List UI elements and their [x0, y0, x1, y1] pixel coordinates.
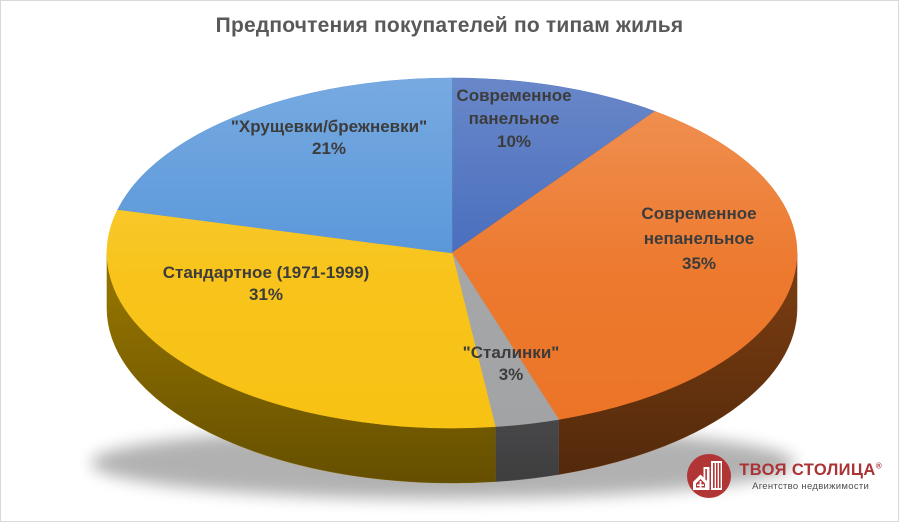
slice-label-sovremennoe-panelnoe: Современное панельное 10%: [434, 84, 594, 153]
slice-label-percent: 3%: [498, 365, 524, 384]
slice-label-hruschevki: "Хрущевки/брежневки" 21%: [196, 116, 462, 160]
slice-label-percent: 10%: [496, 132, 532, 151]
pie-slice-side-shade-2: [495, 419, 559, 482]
buildings-icon: [687, 454, 732, 498]
pie-side-walls: [106, 252, 798, 484]
pie-slice-side-shade-3: [107, 253, 496, 483]
slice-label-percent: 35%: [681, 254, 717, 273]
slice-label-text: "Хрущевки/брежневки": [230, 117, 428, 136]
pie-slice-sheen-3: [106, 209, 496, 428]
slice-label-percent: 31%: [248, 285, 284, 304]
slice-label-percent: 21%: [311, 139, 347, 158]
slice-label-text: Современное непанельное: [641, 204, 757, 248]
company-logo: ТВОЯ СТОЛИЦА® Агентство недвижимости: [686, 453, 882, 499]
logo-name: ТВОЯ СТОЛИЦА®: [739, 460, 882, 479]
pie-top-slices: [106, 77, 798, 429]
chart-title: Предпочтения покупателей по типам жилья: [215, 14, 684, 37]
logo-tagline: Агентство недвижимости: [752, 480, 870, 492]
pie-slice-sheen-1: [452, 111, 797, 420]
slice-label-text: Современное панельное: [456, 86, 572, 128]
pie-slice-sheen-2: [452, 253, 559, 427]
slice-label-text: Стандартное (1971-1999): [162, 263, 370, 282]
pie-slice-side-shade-1: [558, 253, 797, 475]
pie-slice-sheen-4: [117, 78, 453, 253]
slice-label-sovremennoe-nepanelnoe: Современное непанельное 35%: [613, 201, 785, 276]
slice-label-stalinki: "Сталинки" 3%: [431, 342, 591, 386]
slice-label-text: "Сталинки": [462, 343, 560, 362]
pie-slice-sheen-0: [452, 78, 655, 253]
slice-label-standartnoe: Стандартное (1971-1999) 31%: [121, 262, 411, 306]
registered-mark: ®: [875, 461, 882, 470]
